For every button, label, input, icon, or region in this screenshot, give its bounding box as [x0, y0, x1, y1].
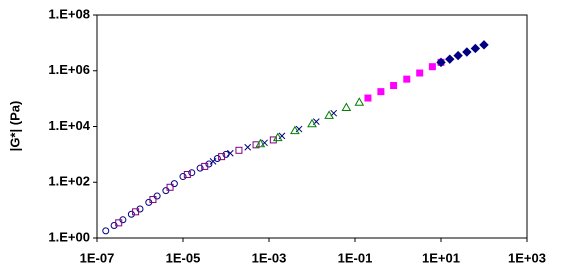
marker — [209, 158, 217, 165]
marker — [170, 180, 178, 188]
marker — [183, 170, 191, 178]
y-axis-label: |G*| (Pa) — [7, 101, 22, 152]
marker — [290, 125, 300, 135]
marker — [235, 146, 243, 154]
marker — [127, 210, 135, 218]
x-tick-label: 1E+03 — [508, 250, 546, 265]
marker — [354, 97, 365, 106]
marker — [445, 54, 455, 64]
y-tick-label: 1.E+08 — [48, 6, 90, 21]
marker — [179, 173, 187, 181]
marker — [201, 162, 209, 170]
y-tick-label: 1.E+06 — [48, 62, 90, 77]
x-tick-label: 1E+01 — [422, 250, 460, 265]
marker — [188, 169, 196, 177]
x-tick-label: 1E-07 — [80, 250, 115, 265]
marker — [222, 150, 230, 158]
marker — [226, 149, 234, 157]
x-tick-label: 1E-01 — [338, 250, 373, 265]
marker — [149, 196, 157, 204]
marker — [377, 88, 385, 96]
marker — [341, 102, 352, 112]
y-tick-label: 1.E+00 — [48, 229, 90, 244]
marker — [428, 63, 436, 71]
marker — [132, 208, 140, 216]
marker — [205, 160, 213, 168]
marker — [244, 143, 252, 151]
marker — [324, 110, 334, 119]
marker — [252, 141, 260, 149]
y-tick-label: 1.E+02 — [48, 174, 90, 189]
marker — [403, 75, 411, 83]
marker — [196, 164, 204, 172]
marker — [479, 40, 489, 50]
marker — [102, 227, 110, 235]
marker — [218, 153, 226, 161]
marker — [462, 47, 472, 57]
marker — [272, 132, 283, 142]
marker — [390, 82, 398, 90]
marker — [269, 136, 277, 144]
marker — [453, 50, 463, 61]
marker — [470, 43, 481, 54]
marker — [115, 219, 123, 227]
marker — [436, 57, 446, 68]
x-tick-label: 1E-03 — [252, 250, 287, 265]
marker — [213, 155, 221, 163]
marker — [261, 139, 268, 147]
x-tick-label: 1E-05 — [166, 250, 201, 265]
y-tick-label: 1.E+04 — [48, 118, 90, 133]
marker — [364, 94, 372, 102]
marker — [307, 118, 317, 128]
marker — [416, 69, 424, 77]
marker — [166, 183, 174, 191]
marker — [255, 138, 266, 148]
